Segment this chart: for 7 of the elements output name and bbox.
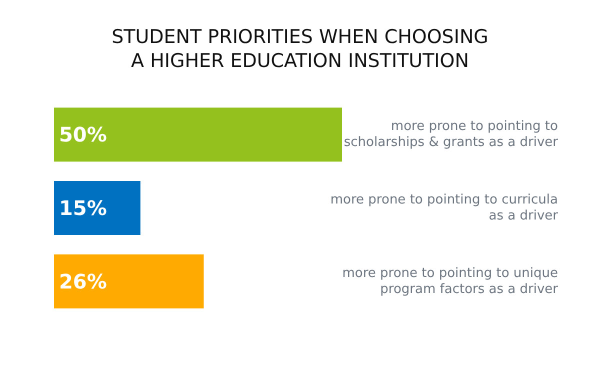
data-label: 26%: [59, 269, 107, 294]
data-label: 15%: [59, 196, 107, 220]
y-tick-label: more prone to pointing to unique program factors as a driver: [342, 266, 559, 297]
chart-title: STUDENT PRIORITIES WHEN CHOOSING A HIGHER EDUCATION INSTITUTION: [112, 26, 488, 72]
y-tick-label: more prone to pointing to scholarships & grants as a driver: [344, 119, 559, 150]
y-tick-label: more prone to pointing to curricula as a driver: [330, 192, 559, 224]
data-label: 50%: [59, 122, 107, 147]
